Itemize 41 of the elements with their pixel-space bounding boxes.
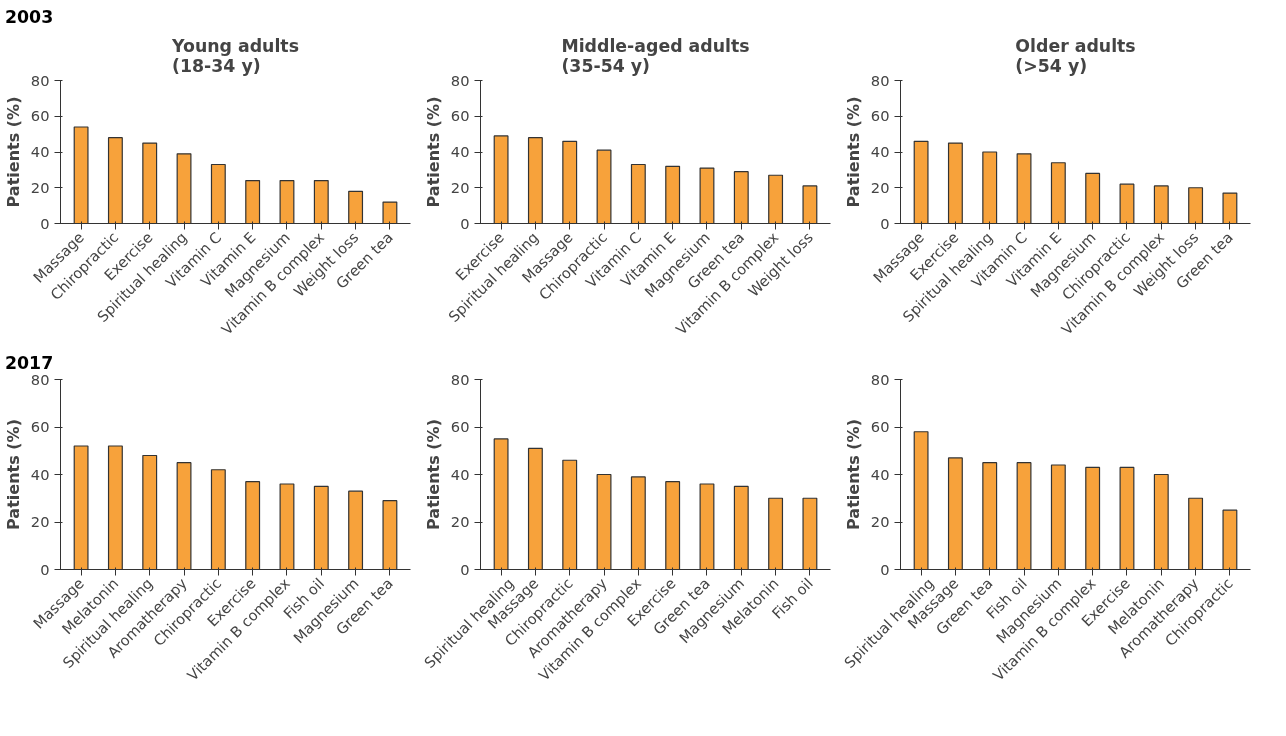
text: 2017 [5,353,54,373]
y-axis-title: Patients (%) [3,419,23,530]
chart-title: Older adults (>54 y) [1015,35,1136,76]
y-tick-label: 60 [870,107,890,125]
y-axis-title: Patients (%) [3,96,23,208]
y-tick-label: 80 [870,71,890,89]
y-tick-label: 40 [450,465,470,483]
y-axis-title: Patients (%) [423,419,443,530]
y-tick-label: 0 [460,560,470,578]
y-tick-label: 60 [450,107,470,125]
y-tick-label: 40 [870,465,890,483]
y-axis-title: Patients (%) [843,96,863,208]
y-tick-label: 60 [870,418,890,435]
y-tick-label: 0 [40,560,50,578]
y-tick-label: 60 [450,418,470,435]
y-tick-label: 40 [870,143,890,160]
y-tick-label: 20 [870,513,890,530]
y-tick-label: 80 [450,370,470,388]
y-tick-label: 80 [450,71,470,89]
y-tick-label: 40 [450,143,470,160]
y-tick-label: 20 [30,178,50,196]
y-tick-label: 20 [870,178,890,196]
y-tick-label: 20 [450,178,470,196]
y-tick-label: 0 [880,214,890,232]
chart-title: Middle-aged adults (35-54 y) [561,35,750,76]
y-tick-label: 80 [870,370,890,388]
y-tick-label: 0 [460,214,470,232]
chart-title: Young adults (18-34 y) [171,35,299,76]
y-tick-label: 60 [30,107,50,125]
y-tick-label: 40 [30,143,50,160]
y-axis-title: Patients (%) [843,419,863,530]
y-tick-label: 0 [40,214,50,232]
y-tick-label: 0 [880,560,890,578]
y-tick-label: 40 [30,465,50,483]
text: 2003 [5,7,54,27]
y-tick-label: 80 [30,71,50,89]
y-tick-label: 80 [30,370,50,388]
y-axis-title: Patients (%) [423,96,443,208]
y-tick-label: 20 [450,513,470,530]
y-tick-label: 20 [30,513,50,530]
y-tick-label: 60 [30,418,50,435]
